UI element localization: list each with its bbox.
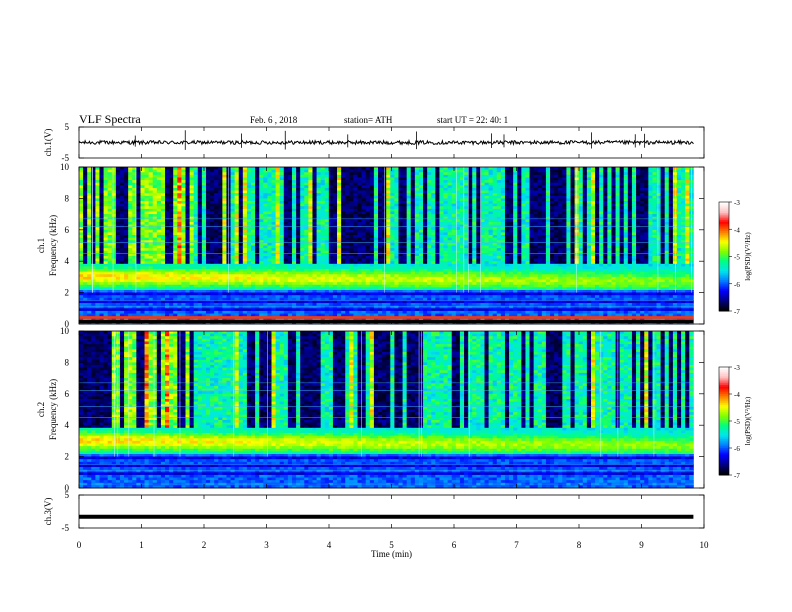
ch2-spectrogram-ytick-label: 2 — [65, 452, 70, 462]
ch2-spectrogram-ytick-label: 10 — [60, 326, 70, 336]
ch2-colorbar-tick-label: -4 — [734, 391, 740, 399]
date-label: Feb. 6 , 2018 — [250, 115, 298, 125]
x-tick-label: 4 — [327, 540, 332, 550]
start-time-label: start UT = 22: 40: 1 — [437, 115, 508, 125]
ch3-waveform-ytick-label: -5 — [62, 523, 70, 533]
ch1-spectrogram-ylabel-channel: ch.1 — [36, 238, 46, 253]
ch2-spectrogram-ylabel-channel: ch.2 — [36, 402, 46, 417]
x-tick-label: 9 — [639, 540, 644, 550]
ch1-spectrogram-image — [79, 167, 694, 324]
ch1-colorbar-tick-label: -6 — [734, 281, 740, 289]
ch1-colorbar-tick-label: -4 — [734, 226, 740, 234]
x-tick-label: 2 — [202, 540, 207, 550]
ch1-spectrogram-ytick-label: 4 — [65, 256, 70, 266]
ch1-colorbar-label: log(PSD)(V²/Hz) — [744, 232, 752, 281]
ch2-colorbar-tick-label: -7 — [734, 472, 740, 480]
ch2-colorbar-tick-label: -5 — [734, 418, 740, 426]
x-tick-label: 6 — [452, 540, 457, 550]
ch1-spectrogram-ylabel-frequency: Frequency (kHz) — [48, 215, 58, 276]
ch2-colorbar-label: log(PSD)(V²/Hz) — [744, 396, 752, 445]
ch2-spectrogram-ytick-label: 4 — [65, 420, 70, 430]
x-tick-label: 1 — [139, 540, 144, 550]
x-axis-label: Time (min) — [371, 549, 412, 559]
ch1-colorbar: -3 -4 -5 -6 -7 log(PSD)(V²/Hz) — [719, 199, 752, 316]
ch2-spectrogram-ylabel-frequency: Frequency (kHz) — [48, 379, 58, 440]
ch2-colorbar: -3 -4 -5 -6 -7 log(PSD)(V²/Hz) — [719, 364, 752, 480]
ch1-colorbar-tick-label: -7 — [734, 308, 740, 316]
x-tick-label: 7 — [514, 540, 519, 550]
x-tick-label: 8 — [577, 540, 582, 550]
ch2-spectrogram-ytick-label: 6 — [65, 389, 70, 399]
ch1-waveform-ylabel: ch.1(V) — [43, 129, 53, 157]
ch2-spectrogram-ytick-label: 8 — [65, 357, 70, 367]
ch2-colorbar-tick-label: -6 — [734, 445, 740, 453]
station-label: station= ATH — [344, 115, 393, 125]
ch3-waveform-frame — [79, 495, 704, 528]
x-tick-label: 0 — [77, 540, 82, 550]
x-tick-label: 3 — [264, 540, 269, 550]
ch1-spectrogram-baseline-strip — [79, 320, 693, 323]
ch1-spectrogram-ytick-label: 8 — [65, 193, 70, 203]
ch1-spectrogram-ytick-label: 10 — [60, 162, 70, 172]
ch3-waveform-ylabel: ch.3(V) — [43, 498, 53, 526]
ch1-waveform-trace — [79, 141, 693, 145]
ch3-waveform-panel: 5 -5 ch.3(V) — [43, 490, 704, 533]
ch1-waveform-ytick-label: 5 — [65, 122, 70, 132]
x-tick-label: 10 — [700, 540, 710, 550]
ch1-colorbar-tick-label: -5 — [734, 254, 740, 262]
ch1-spectrogram-ytick-label: 2 — [65, 288, 70, 298]
ch2-colorbar-tick-label: -3 — [734, 364, 740, 372]
ch1-spectrogram-ytick-label: 6 — [65, 225, 70, 235]
ch1-colorbar-tick-label: -3 — [734, 199, 740, 207]
figure-title: VLF Spectra — [79, 112, 141, 126]
ch3-waveform-ytick-label: 5 — [65, 490, 70, 500]
ch1-waveform-panel: 5-5ch.1(V) — [43, 122, 704, 163]
ch2-spectrogram-image — [79, 331, 694, 488]
